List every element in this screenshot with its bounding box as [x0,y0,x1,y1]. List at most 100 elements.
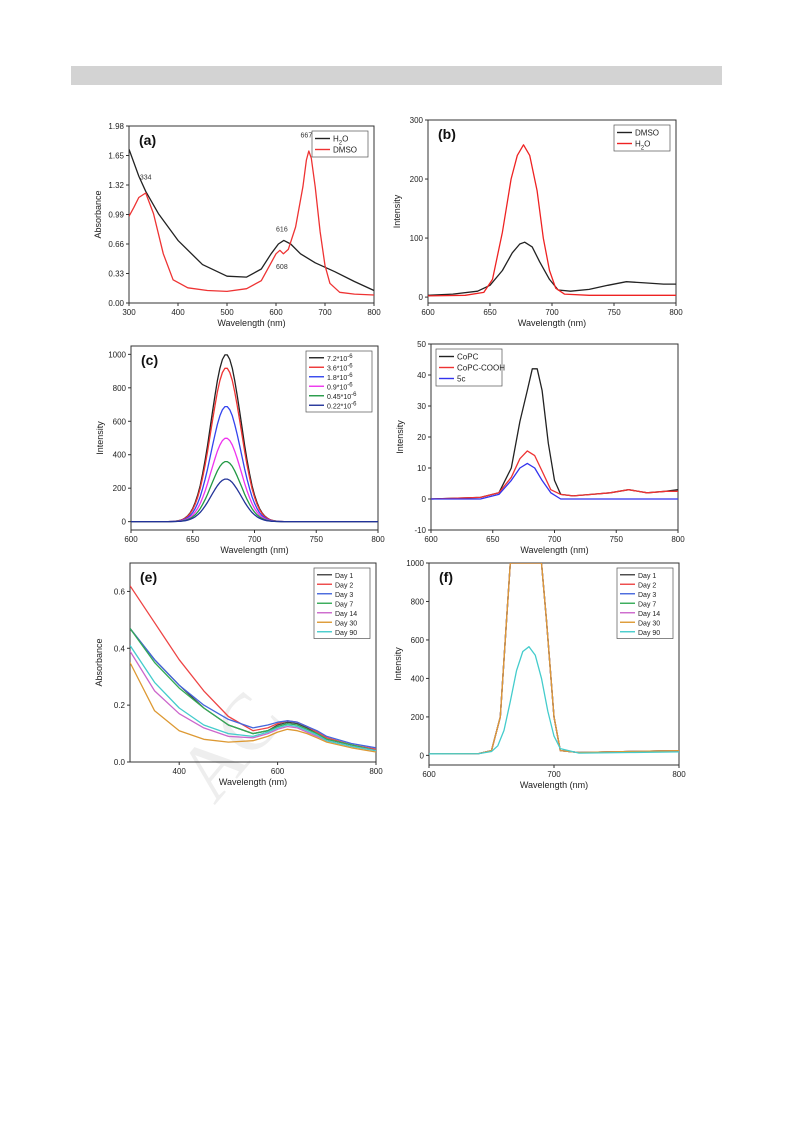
legend-entry: 0.9*10-6 [327,382,353,391]
x-tick-label: 800 [669,308,683,317]
legend-entry: 1.8*10-6 [327,373,353,382]
y-tick-label: 0.0 [114,758,126,767]
y-tick-label: 1000 [406,559,424,568]
chart-panel-2: 600 650 700 750 800 0 100 200 300 Wavelength (nm)… [392,116,683,328]
legend-entry: H2O [635,140,650,152]
y-tick-label: 800 [411,597,425,606]
y-tick-label: 0.4 [114,644,126,653]
legend-entry: Day 1 [638,573,656,580]
series-line-7 [130,645,376,752]
y-tick-label: 0 [419,293,424,302]
panel-label: (e) [140,569,157,585]
legend-entry: DMSO [635,129,659,138]
y-tick-label: 200 [410,175,424,184]
chart-panel-1: 300 400 500 600 700 800 0.00 0.33 0.66 0.99 1.32 1.… [93,122,381,328]
x-tick-label: 600 [271,767,285,776]
legend-entry: Day 7 [335,601,353,608]
chart-panel-3: 600 650 700 750 800 0 200 400 600 800 1000 Waveleng… [95,345,385,555]
x-tick-label: 500 [220,308,234,317]
series-group [130,585,376,753]
x-axis-label: Wavelength (nm) [520,780,588,790]
series-line-6 [131,478,378,523]
y-tick-label: 100 [410,234,424,243]
x-axis-label: Wavelength (nm) [518,318,586,328]
y-tick-label: 30 [417,402,426,411]
x-tick-label: 600 [422,770,436,779]
y-tick-label: 0.6 [114,587,126,596]
series-line-7 [429,646,679,755]
series-line-2 [428,144,676,297]
legend-entry: H2O [333,135,348,147]
header-bar [71,66,722,85]
annotation: 334 [140,175,152,182]
x-tick-label: 750 [310,535,324,544]
legend-entry: Day 2 [335,582,353,589]
series-group [431,368,678,500]
y-tick-label: 0.99 [108,211,124,220]
series-line-2 [130,585,376,750]
x-tick-label: 800 [371,535,385,544]
legend-entry: Day 2 [638,582,656,589]
y-tick-label: 0 [122,518,127,527]
chart-panel-5: 400 600 800 0.0 0.2 0.4 0.6 Wavelength (nm) Abso… [94,562,383,787]
legend: CoPC CoPC-COOH 5c [435,348,505,387]
series-line-5 [131,460,378,523]
legend: Day 1 Day 2 Day 3 Day 7 Day 14 Day 30 Day 90 [313,567,371,639]
y-tick-label: 400 [411,674,425,683]
y-tick-label: 1.65 [108,152,124,161]
legend-entry: 5c [457,375,465,384]
legend-box [305,350,373,413]
series-line-3 [131,405,378,523]
series-line-1 [130,627,376,752]
x-tick-label: 600 [424,535,438,544]
x-axis-label: Wavelength (nm) [520,545,588,555]
legend-entry: CoPC-COOH [457,364,505,373]
legend: Day 1 Day 2 Day 3 Day 7 Day 14 Day 30 Day 90 [616,567,674,639]
y-tick-label: 400 [113,451,127,460]
chart-panel-4: 600 650 700 750 800 -10 0 10 20 30 40 50 Wavelength … [395,340,685,555]
series-group [429,563,679,755]
series-group [428,144,676,297]
x-tick-label: 300 [122,308,136,317]
x-tick-label: 650 [483,308,497,317]
y-tick-label: 0 [420,751,425,760]
y-tick-label: 800 [113,384,127,393]
y-tick-label: 50 [417,340,426,349]
annotation: 608 [276,264,288,271]
y-tick-label: 600 [411,636,425,645]
legend-entry: Day 90 [638,630,660,637]
series-line-4 [130,628,376,752]
y-axis-label: Absorbance [93,190,103,238]
x-tick-label: 750 [610,535,624,544]
x-tick-label: 700 [548,535,562,544]
x-axis-label: Wavelength (nm) [220,545,288,555]
x-axis-label: Wavelength (nm) [217,318,285,328]
legend-entry: Day 7 [638,601,656,608]
y-tick-label: 20 [417,433,426,442]
x-tick-label: 600 [124,535,138,544]
y-tick-label: 1000 [108,350,126,359]
y-tick-label: 10 [417,464,426,473]
y-axis-label: Absorbance [94,638,104,686]
x-axis-label: Wavelength (nm) [219,777,287,787]
x-tick-label: 600 [421,308,435,317]
x-tick-label: 600 [269,308,283,317]
y-tick-label: 300 [410,116,424,125]
x-tick-label: 800 [672,770,686,779]
legend-entry: 0.22*10-6 [327,401,357,410]
legend: DMSO H2O [613,124,671,152]
legend-entry: Day 1 [335,573,353,580]
y-tick-label: 1.98 [108,122,124,131]
legend-entry: 7.2*10-6 [327,354,353,363]
y-tick-label: 0 [422,495,427,504]
x-tick-label: 400 [171,308,185,317]
x-tick-label: 800 [367,308,381,317]
legend-entry: Day 14 [335,611,357,618]
series-line-1 [431,368,678,500]
x-tick-label: 400 [173,767,187,776]
series-line-1 [428,241,676,296]
x-tick-label: 750 [607,308,621,317]
chart-panel-6: 600 700 800 0 200 400 600 800 1000 Wavelength (nm… [393,559,686,790]
y-tick-label: 40 [417,371,426,380]
